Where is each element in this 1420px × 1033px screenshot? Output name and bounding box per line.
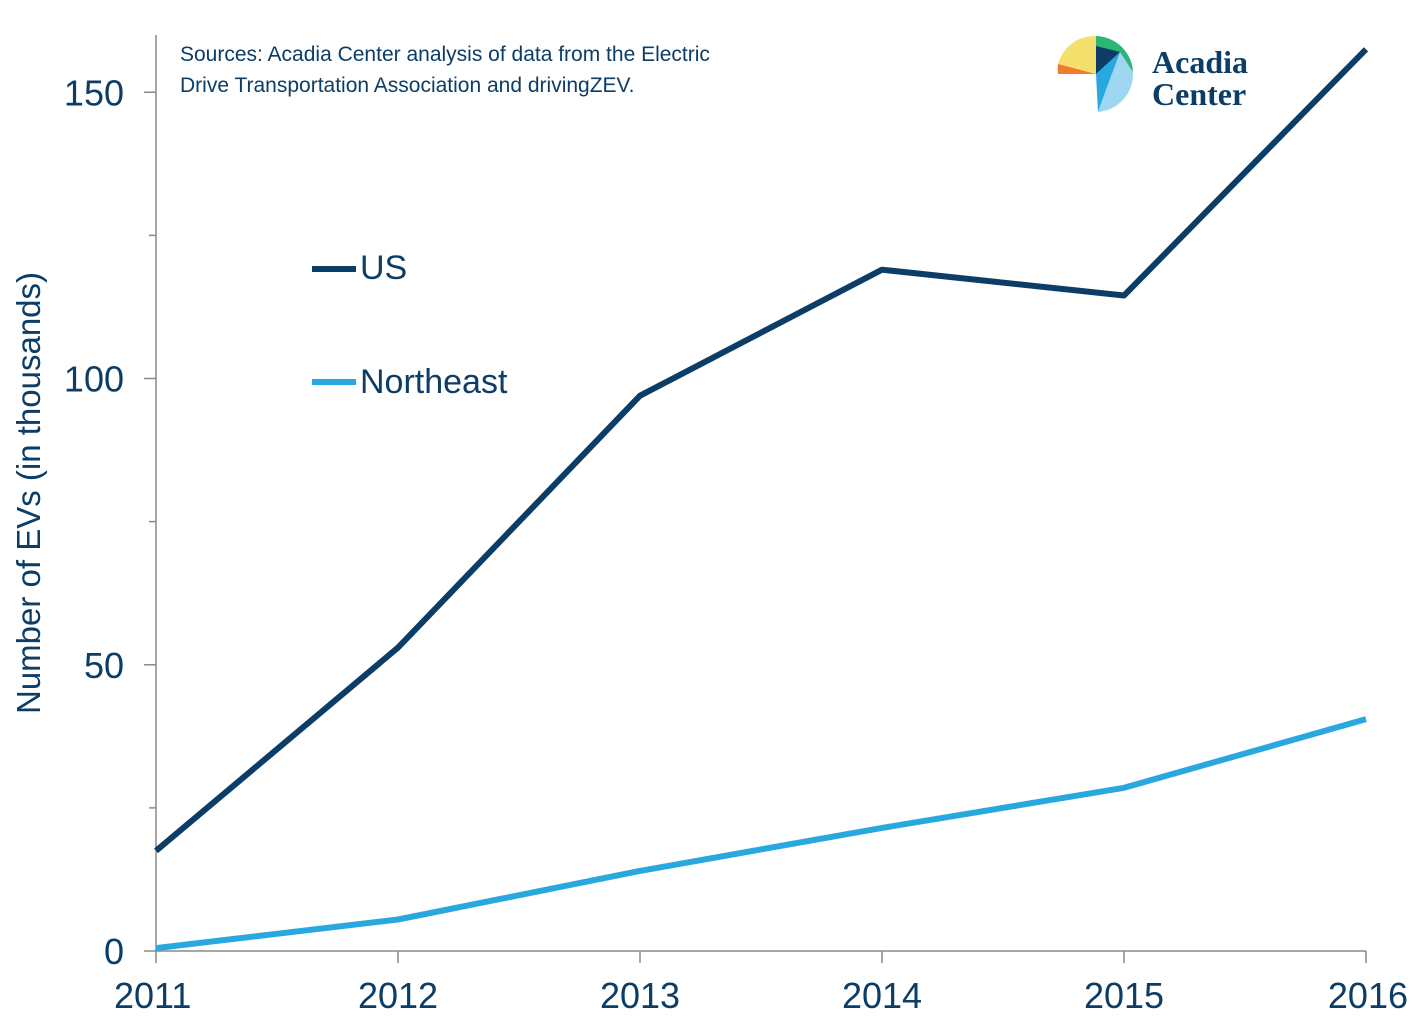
logo-segment-blue [1096,52,1120,112]
logo-segment-orange [1057,64,1096,74]
axes [155,35,1366,952]
legend-item-us: US [312,249,407,287]
y-tick-label-50: 50 [84,645,124,686]
y-tick-label-150: 150 [64,72,124,113]
x-tick-label-2012: 2012 [358,975,438,1016]
logo-text-line1: Acadia [1152,44,1248,80]
series-layer [154,47,1369,952]
source-line-1: Sources: Acadia Center analysis of data … [180,43,710,66]
y-ticks: 0 50 100 150 [64,72,156,972]
source-line-2: Drive Transportation Association and dri… [180,74,634,97]
x-ticks: 2011 2012 2013 2014 2015 2016 [114,951,1408,1016]
source-note: Sources: Acadia Center analysis of data … [180,43,710,97]
series-line-us [154,47,1369,854]
logo-segment-yellow [1058,35,1096,74]
x-tick-label-2016: 2016 [1328,975,1408,1016]
logo-segment-navy [1096,46,1120,74]
x-tick-label-2015: 2015 [1084,975,1164,1016]
legend-item-northeast: Northeast [312,363,508,401]
legend-label-northeast: Northeast [360,363,508,401]
y-tick-label-0: 0 [104,931,124,972]
x-tick-label-2014: 2014 [842,975,922,1016]
series-line-northeast [155,716,1367,952]
logo-segment-lightblue [1098,52,1134,112]
acadia-logo-mark [1057,35,1134,112]
acadia-logo: Acadia Center [1057,35,1248,112]
legend: US Northeast [312,249,508,401]
legend-label-us: US [360,249,407,287]
y-tick-label-100: 100 [64,359,124,400]
x-tick-label-2011: 2011 [114,975,191,1016]
logo-text-line2: Center [1152,76,1246,112]
x-tick-label-2013: 2013 [600,975,680,1016]
y-axis-label: Number of EVs (in thousands) [10,272,47,714]
